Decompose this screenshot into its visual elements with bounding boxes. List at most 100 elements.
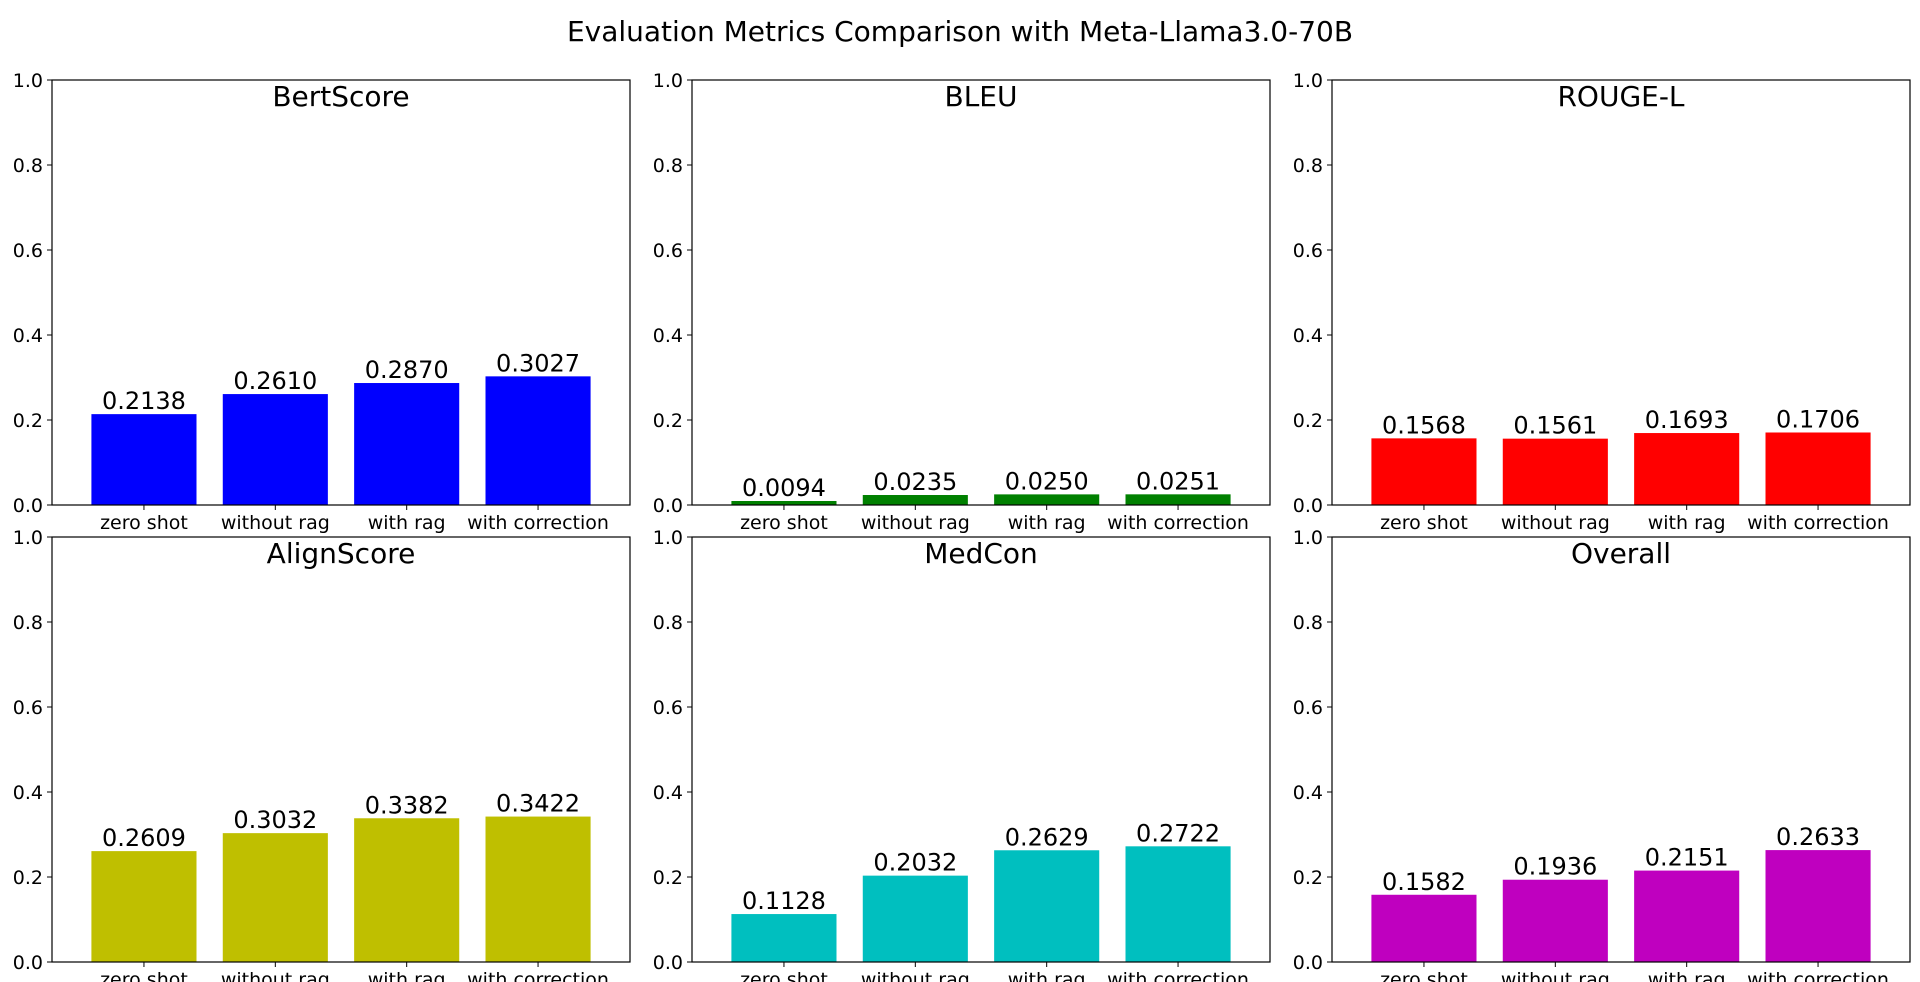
bar <box>1125 494 1231 505</box>
y-tick-label: 1.0 <box>653 527 683 549</box>
y-tick-label: 0.6 <box>13 697 43 719</box>
subplot-title: AlignScore <box>267 537 416 570</box>
y-tick-label: 1.0 <box>13 70 43 92</box>
subplot-overall: 0.1582 zero shot 0.1936 without rag 0.2151 wi… <box>1293 527 1911 982</box>
bar-value-label: 0.2870 <box>365 356 449 384</box>
bar-value-label: 0.3422 <box>496 790 580 818</box>
x-tick-label: with correction <box>467 969 609 982</box>
x-tick-label: without rag <box>1501 512 1610 534</box>
subplot-title: MedCon <box>924 537 1038 570</box>
bar <box>994 850 1100 962</box>
bar <box>994 494 1100 505</box>
y-tick-label: 0.6 <box>13 240 43 262</box>
bar-value-label: 0.1561 <box>1513 412 1597 440</box>
subplot-title: BLEU <box>945 80 1018 113</box>
y-tick-label: 0.4 <box>1293 325 1323 347</box>
axes-frame <box>691 79 1271 506</box>
y-tick-label: 0.0 <box>1293 495 1323 517</box>
x-tick-label: zero shot <box>100 512 188 534</box>
bar-value-label: 0.3382 <box>365 791 449 819</box>
axes-frame <box>51 79 631 506</box>
bar-value-label: 0.2610 <box>233 367 317 395</box>
subplot-bleu: 0.0094 zero shot 0.0235 without rag 0.0250 wi… <box>653 70 1271 534</box>
bar <box>1765 850 1871 962</box>
y-tick-label: 0.6 <box>653 697 683 719</box>
bar <box>1371 894 1477 962</box>
x-tick-label: zero shot <box>1380 969 1468 982</box>
x-tick-label: without rag <box>221 512 330 534</box>
bar <box>91 851 197 962</box>
y-tick-label: 0.2 <box>13 867 43 889</box>
bar-value-label: 0.0094 <box>742 474 826 502</box>
subplot-title: Overall <box>1571 537 1671 570</box>
axes-frame <box>691 536 1271 963</box>
x-tick-label: with rag <box>1008 969 1086 982</box>
y-tick-label: 0.2 <box>1293 410 1323 432</box>
y-tick-label: 0.0 <box>13 495 43 517</box>
y-tick-label: 0.2 <box>13 410 43 432</box>
bar-value-label: 0.1706 <box>1776 405 1860 433</box>
bar-value-label: 0.2032 <box>873 849 957 877</box>
y-tick-label: 0.0 <box>1293 952 1323 974</box>
x-tick-label: with correction <box>1107 969 1249 982</box>
bar <box>731 501 837 505</box>
bar <box>485 376 591 505</box>
x-tick-label: with rag <box>368 512 446 534</box>
bar-value-label: 0.1936 <box>1513 853 1597 881</box>
bar <box>1634 870 1740 962</box>
bar <box>862 875 968 962</box>
bar-value-label: 0.2629 <box>1005 823 1089 851</box>
subplot-title: BertScore <box>272 80 409 113</box>
x-tick-label: with rag <box>1648 512 1726 534</box>
bar-value-label: 0.1128 <box>742 887 826 915</box>
x-tick-label: without rag <box>861 969 970 982</box>
y-tick-label: 0.8 <box>13 155 43 177</box>
bar <box>862 495 968 505</box>
subplot-bertscore: 0.2138 zero shot 0.2610 without rag 0.2870 wi… <box>13 70 631 534</box>
x-tick-label: zero shot <box>740 512 828 534</box>
bar <box>1502 879 1608 962</box>
x-tick-label: with correction <box>1747 969 1889 982</box>
figure-title: Evaluation Metrics Comparison with Meta-… <box>567 15 1353 48</box>
bar-value-label: 0.1693 <box>1645 406 1729 434</box>
y-tick-label: 1.0 <box>653 70 683 92</box>
axes-frame <box>1331 79 1911 506</box>
x-tick-label: without rag <box>861 512 970 534</box>
y-tick-label: 0.6 <box>653 240 683 262</box>
bar <box>1765 432 1871 505</box>
bar <box>1371 438 1477 505</box>
x-tick-label: zero shot <box>100 969 188 982</box>
axes-frame <box>51 536 631 963</box>
y-tick-label: 0.4 <box>13 325 43 347</box>
subplot-title: ROUGE-L <box>1557 80 1684 113</box>
bar-value-label: 0.2633 <box>1776 823 1860 851</box>
y-tick-label: 1.0 <box>1293 70 1323 92</box>
subplot-medcon: 0.1128 zero shot 0.2032 without rag 0.2629 wi… <box>653 527 1271 982</box>
bar-value-label: 0.0251 <box>1136 467 1220 495</box>
x-tick-label: with correction <box>467 512 609 534</box>
y-tick-label: 0.2 <box>653 410 683 432</box>
bar-value-label: 0.0250 <box>1005 467 1089 495</box>
bar <box>91 414 197 505</box>
bar-value-label: 0.1582 <box>1382 868 1466 896</box>
y-tick-label: 0.0 <box>653 952 683 974</box>
axes-frame <box>1331 536 1911 963</box>
y-tick-label: 0.4 <box>13 782 43 804</box>
bar-value-label: 0.2151 <box>1645 844 1729 872</box>
y-tick-label: 0.2 <box>1293 867 1323 889</box>
bar-value-label: 0.2609 <box>102 824 186 852</box>
subplot-rouge-l: 0.1568 zero shot 0.1561 without rag 0.1693 wi… <box>1293 70 1911 534</box>
bar-value-label: 0.3027 <box>496 349 580 377</box>
bar <box>485 816 591 962</box>
bar <box>1502 438 1608 505</box>
x-tick-label: with rag <box>1008 512 1086 534</box>
y-tick-label: 1.0 <box>13 527 43 549</box>
bar-value-label: 0.2138 <box>102 387 186 415</box>
x-tick-label: with correction <box>1107 512 1249 534</box>
x-tick-label: without rag <box>1501 969 1610 982</box>
bar <box>222 394 328 505</box>
bar <box>222 833 328 962</box>
bar <box>1125 846 1231 962</box>
x-tick-label: with rag <box>368 969 446 982</box>
